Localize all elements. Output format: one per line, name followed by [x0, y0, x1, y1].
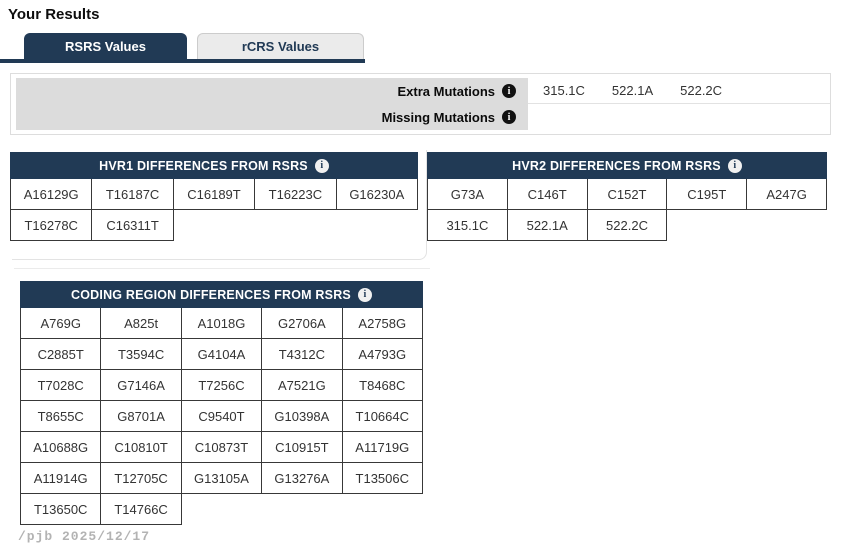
mutation-cell: C9540T: [180, 400, 263, 432]
mutation-cell: C146T: [506, 178, 588, 210]
mutation-cell: G73A: [427, 178, 508, 210]
mutation-cell: C10915T: [261, 431, 343, 463]
mutation-value: 315.1C: [543, 83, 585, 98]
mutation-cell: G10398A: [261, 400, 343, 432]
mutation-cell: T7028C: [19, 369, 102, 401]
coding-region-differences-table: CODING REGION DIFFERENCES FROM RSRS i A769…: [19, 281, 424, 525]
mutation-cell: C152T: [586, 178, 668, 210]
mutation-cell: C16311T: [91, 209, 174, 241]
mutations-value-column: 315.1C 522.1A 522.2C: [528, 78, 830, 130]
section-divider: [14, 268, 430, 269]
mutation-cell: G13105A: [180, 462, 263, 494]
missing-mutations-label-row: Missing Mutations i: [16, 104, 528, 130]
mutation-cell: G2706A: [261, 307, 343, 339]
table-title: CODING REGION DIFFERENCES FROM RSRS: [71, 287, 351, 302]
hvr2-differences-table: HVR2 DIFFERENCES FROM RSRS i G73A C146T C152…: [427, 152, 827, 241]
table-row: T8655C G8701A C9540T G10398A T10664C: [19, 400, 424, 432]
mutation-cell: G13276A: [261, 462, 343, 494]
mutation-cell: T4312C: [261, 338, 343, 370]
mutation-cell: C16189T: [172, 178, 256, 210]
mutation-cell: A2758G: [341, 307, 424, 339]
table-row: T7028C G7146A T7256C A7521G T8468C: [19, 369, 424, 401]
mutations-summary-panel: Extra Mutations i Missing Mutations i 31…: [10, 73, 831, 135]
mutation-cell: T12705C: [100, 462, 182, 494]
mutation-cell: A7521G: [261, 369, 343, 401]
missing-mutations-label: Missing Mutations: [381, 109, 495, 125]
mutation-cell: 522.2C: [586, 209, 668, 241]
mutation-cell: T16278C: [9, 209, 93, 241]
info-icon[interactable]: i: [314, 158, 329, 173]
mutation-cell: C2885T: [19, 338, 102, 370]
mutation-cell: A10688G: [19, 431, 102, 463]
mutation-cell: A825t: [100, 307, 182, 339]
mutation-cell: A769G: [19, 307, 102, 339]
info-icon[interactable]: i: [502, 84, 516, 98]
mutation-cell: T8468C: [341, 369, 424, 401]
mutation-cell: G4104A: [180, 338, 263, 370]
info-icon[interactable]: i: [357, 287, 372, 302]
table-row: T16278C C16311T: [9, 209, 418, 241]
missing-mutations-values: [528, 104, 830, 130]
table-header: CODING REGION DIFFERENCES FROM RSRS i: [20, 281, 423, 308]
tab-rcrs-values[interactable]: rCRS Values: [197, 33, 364, 60]
table-title: HVR2 DIFFERENCES FROM RSRS: [512, 158, 721, 173]
mutation-cell: C10810T: [100, 431, 182, 463]
info-icon[interactable]: i: [502, 110, 516, 124]
table-header: HVR1 DIFFERENCES FROM RSRS i: [10, 152, 418, 179]
mutation-cell: A11719G: [341, 431, 424, 463]
mutation-cell: T16187C: [91, 178, 174, 210]
info-icon[interactable]: i: [727, 158, 742, 173]
mutation-value: 522.1A: [611, 83, 654, 98]
mutation-cell: T3594C: [100, 338, 182, 370]
mutation-cell: A247G: [746, 178, 827, 210]
hvr1-differences-table: HVR1 DIFFERENCES FROM RSRS i A16129G T16187…: [9, 152, 419, 241]
table-row: 315.1C 522.1A 522.2C: [427, 209, 827, 241]
mutation-cell: G7146A: [100, 369, 182, 401]
table-row: A16129G T16187C C16189T T16223C G16230A: [9, 178, 419, 210]
mutation-cell: T16223C: [254, 178, 337, 210]
page-title: Your Results: [8, 6, 100, 23]
table-row: A769G A825t A1018G G2706A A2758G: [19, 307, 424, 339]
watermark-text: /pjb 2025/12/17: [18, 529, 151, 544]
results-tabs: RSRS Values rCRS Values: [24, 33, 364, 60]
mutation-cell: G16230A: [335, 178, 419, 210]
mutation-cell: A16129G: [9, 178, 93, 210]
extra-mutations-label-row: Extra Mutations i: [16, 78, 528, 104]
tab-underline: [0, 59, 365, 63]
mutation-cell: T14766C: [100, 493, 182, 525]
mutation-cell: C10873T: [180, 431, 263, 463]
table-row: A10688G C10810T C10873T C10915T A11719G: [19, 431, 424, 463]
mutation-cell: T10664C: [341, 400, 424, 432]
mutation-value: 522.2C: [680, 83, 723, 98]
mutation-cell: T13650C: [19, 493, 102, 525]
extra-mutations-values: 315.1C 522.1A 522.2C: [528, 78, 830, 105]
mutation-cell: 315.1C: [427, 209, 508, 241]
mutation-cell: T13506C: [341, 462, 424, 494]
table-row: A11914G T12705C G13105A G13276A T13506C: [19, 462, 424, 494]
mutation-cell: G8701A: [100, 400, 182, 432]
mutations-label-column: Extra Mutations i Missing Mutations i: [16, 78, 528, 130]
mutation-cell: T8655C: [19, 400, 102, 432]
mutation-cell: A11914G: [19, 462, 102, 494]
table-header: HVR2 DIFFERENCES FROM RSRS i: [427, 152, 827, 179]
table-row: T13650C T14766C: [19, 493, 423, 525]
table-row: G73A C146T C152T C195T A247G: [427, 178, 827, 210]
mutation-cell: A4793G: [341, 338, 424, 370]
table-title: HVR1 DIFFERENCES FROM RSRS: [99, 158, 308, 173]
extra-mutations-label: Extra Mutations: [397, 83, 495, 99]
mutation-cell: 522.1A: [506, 209, 588, 241]
tab-rsrs-values[interactable]: RSRS Values: [24, 33, 187, 60]
mutation-cell: T7256C: [180, 369, 263, 401]
mutation-cell: A1018G: [180, 307, 263, 339]
table-row: C2885T T3594C G4104A T4312C A4793G: [19, 338, 424, 370]
mutation-cell: C195T: [666, 178, 748, 210]
